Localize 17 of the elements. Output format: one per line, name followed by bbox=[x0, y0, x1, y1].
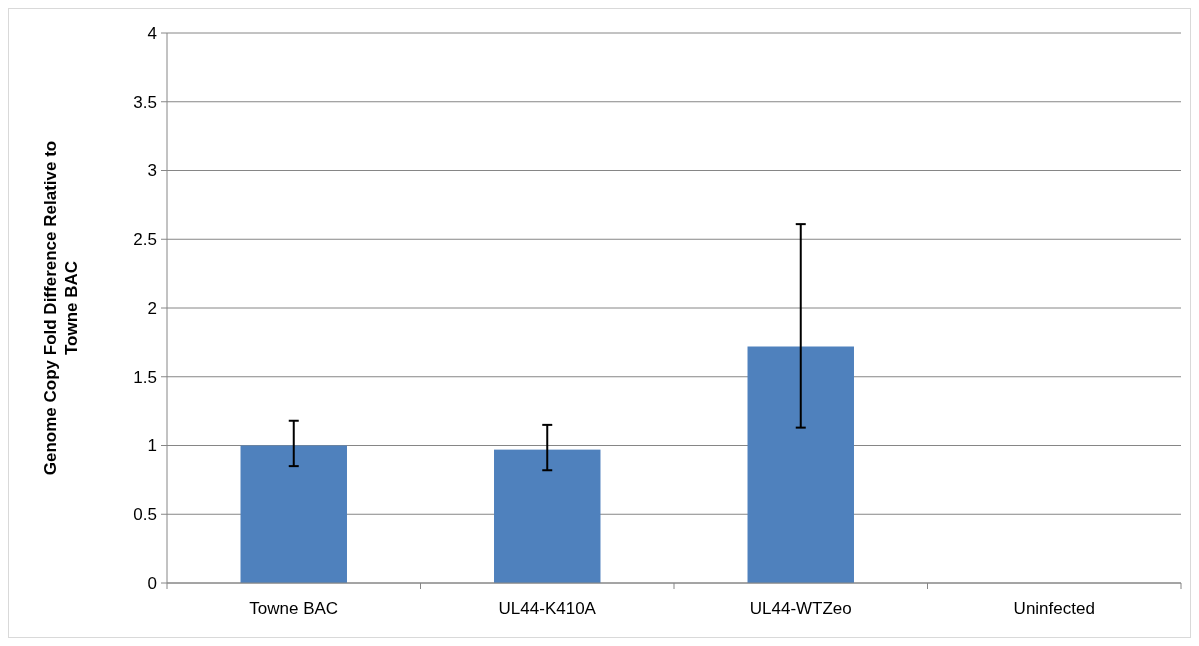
y-tick-label: 3 bbox=[147, 161, 157, 181]
bar bbox=[240, 445, 347, 583]
bar bbox=[747, 346, 854, 583]
y-tick-label: 1 bbox=[147, 436, 157, 456]
x-tick-label: UL44-WTZeo bbox=[749, 599, 852, 618]
x-tick-label: Towne BAC bbox=[249, 599, 339, 618]
x-tick-label: UL44-K410A bbox=[498, 599, 597, 618]
y-tick-label: 3.5 bbox=[133, 92, 157, 112]
y-tick-label: 2.5 bbox=[133, 230, 157, 250]
y-axis-title: Genome Copy Fold Difference Relative to Towne BAC bbox=[41, 140, 81, 476]
y-tick-label: 1.5 bbox=[133, 367, 157, 387]
y-tick-label: 0 bbox=[147, 573, 157, 593]
y-tick-label: 0.5 bbox=[133, 505, 157, 525]
bar bbox=[494, 449, 601, 583]
y-tick-label: 4 bbox=[147, 23, 157, 43]
y-tick-label: 2 bbox=[147, 298, 157, 318]
x-tick-label: Uninfected bbox=[1013, 599, 1095, 618]
